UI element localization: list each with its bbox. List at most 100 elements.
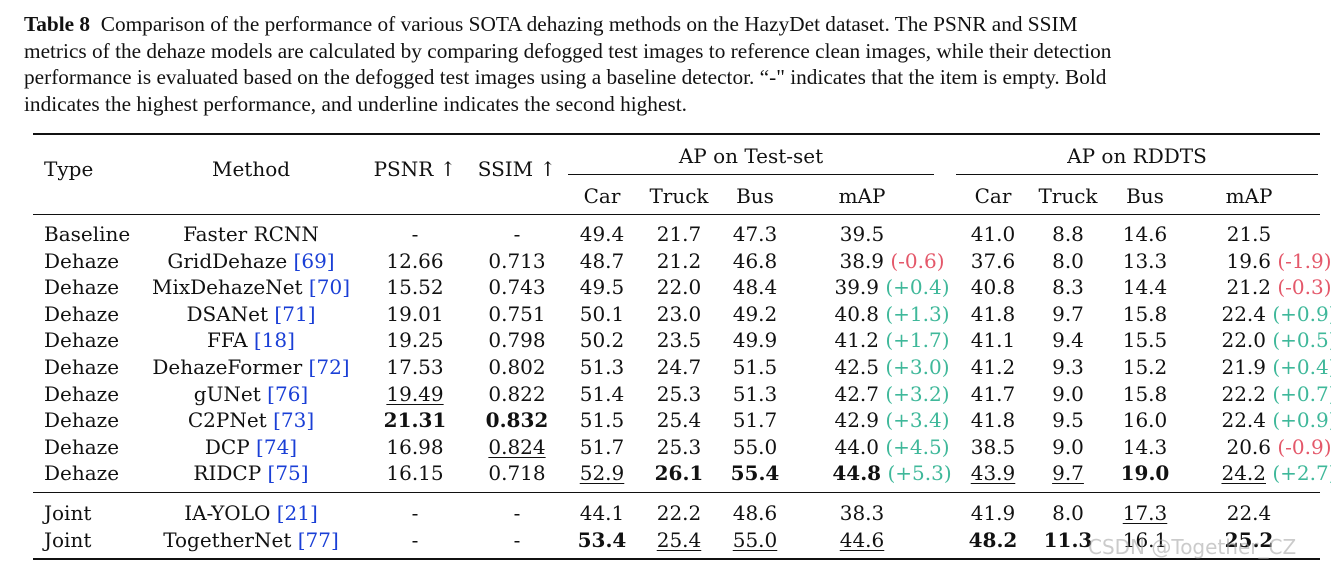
citation-link[interactable]: [21] (276, 501, 318, 525)
cell-value: 8.8 (1052, 222, 1084, 246)
table-cell: 51.5 (733, 355, 778, 379)
cell-method: FFA [18] (207, 328, 295, 352)
table-cell: 26.1 (655, 461, 704, 485)
table-cell: 48.2 (969, 528, 1018, 552)
citation-number: 70 (316, 275, 343, 299)
header-sub-bus-rddts: Bus (1126, 184, 1164, 208)
table-cell: 0.802 (488, 355, 545, 379)
table-cell: 25.4 (657, 528, 702, 552)
table-cell: 48.4 (733, 275, 778, 299)
citation-link[interactable]: [72] (308, 355, 350, 379)
table-cell: 8.0 (1052, 501, 1084, 525)
table-cell: 17.3 (1123, 501, 1168, 525)
table-cell: 40.8 (+1.3) (834, 302, 949, 326)
table-cell: - (412, 222, 419, 246)
table-cell: 11.3 (1044, 528, 1093, 552)
cell-value: 19.49 (386, 382, 444, 406)
citation-link[interactable]: [18] (253, 328, 295, 352)
citation-link[interactable]: [69] (293, 249, 335, 273)
table-cell: 16.0 (1123, 408, 1168, 432)
method-name: C2PNet (187, 408, 267, 432)
citation-link[interactable]: [70] (308, 275, 351, 299)
table-cell: 15.2 (1123, 355, 1168, 379)
citation-link[interactable]: [73] (273, 408, 315, 432)
table-cell: 24.2 (+2.7) (1221, 461, 1331, 485)
cell-value: 15.2 (1122, 355, 1168, 379)
citation-link[interactable]: [71] (274, 302, 316, 326)
table-cell: 22.4 (1227, 501, 1272, 525)
citation-number: 69 (301, 249, 327, 273)
citation-link[interactable]: [76] (267, 382, 309, 406)
group-rule (33, 492, 1320, 493)
cell-method: gUNet [76] (194, 382, 308, 406)
cell-value: 51.5 (732, 355, 778, 379)
citation-link[interactable]: [75] (267, 461, 309, 485)
cell-value: - (411, 528, 419, 552)
table-cell: 9.7 (1052, 302, 1084, 326)
table-cell: 47.3 (733, 222, 778, 246)
cell-value: 0.718 (488, 461, 546, 485)
method-name: MixDehazeNet (151, 275, 303, 299)
delta-positive: (+4.5) (885, 435, 950, 459)
cell-value: 43.9 (970, 461, 1016, 485)
citation-number: 72 (316, 355, 342, 379)
cell-value: 40.8 (970, 275, 1016, 299)
cell-value: 13.3 (1122, 249, 1168, 273)
cell-value: 41.9 (970, 501, 1016, 525)
citation-number: 18 (261, 328, 288, 352)
cell-value: 19.01 (386, 302, 444, 326)
cell-value: 17.3 (1122, 501, 1168, 525)
cell-method: MixDehazeNet [70] (152, 275, 350, 299)
table-cell: 17.53 (386, 355, 443, 379)
delta-positive: (+0.7) (1272, 382, 1331, 406)
table-cell: 9.0 (1052, 382, 1084, 406)
table-cell: 51.7 (580, 435, 625, 459)
cell-value: 22.2 (1221, 382, 1266, 406)
header-method: Method (211, 157, 291, 181)
cell-value: - (513, 501, 521, 525)
table-cell: 21.31 (384, 408, 447, 432)
cell-value: 8.3 (1052, 275, 1084, 299)
table-cell: 48.6 (733, 501, 778, 525)
cell-value: 16.1 (1122, 528, 1168, 552)
table-cell: 21.7 (657, 222, 702, 246)
table-cell: 21.2 (657, 249, 702, 273)
cell-value: 0.713 (488, 249, 546, 273)
cell-value: 52.9 (579, 461, 625, 485)
cell-value: 51.3 (732, 382, 778, 406)
method-name: TogetherNet (163, 528, 292, 552)
table-cell: 8.0 (1052, 249, 1084, 273)
table-cell: 0.718 (488, 461, 545, 485)
cell-value: 55.0 (732, 528, 778, 552)
method-name: IA-YOLO (184, 501, 271, 525)
table-caption: Table 8 Comparison of the performance of… (24, 11, 1331, 117)
cell-value: 9.5 (1052, 408, 1084, 432)
cell-type: Dehaze (44, 302, 120, 326)
top-rule (33, 133, 1320, 135)
table-cell: 22.4 (+0.9) (1221, 302, 1331, 326)
cell-value: 51.4 (579, 382, 625, 406)
caption-line-1: Table 8 Comparison of the performance of… (24, 11, 1331, 38)
cell-value: 53.4 (577, 528, 627, 552)
cell-value: 19.0 (1120, 461, 1170, 485)
cell-value: 9.7 (1052, 302, 1084, 326)
citation-link[interactable]: [74] (256, 435, 298, 459)
cell-method: GridDehaze [69] (167, 249, 334, 273)
header-sub-map-rddts: mAP (1225, 184, 1273, 208)
cell-value: 9.7 (1052, 461, 1084, 485)
delta-positive: (+0.4) (885, 275, 950, 299)
cell-value: 14.4 (1122, 275, 1168, 299)
citation-link[interactable]: [77] (297, 528, 339, 552)
method-name: GridDehaze (167, 249, 288, 273)
cell-value: 51.3 (579, 355, 625, 379)
header-sub-truck-test: Truck (649, 184, 709, 208)
cell-value: 25.3 (656, 382, 702, 406)
table-cell: 48.7 (580, 249, 625, 273)
method-name: FFA (207, 328, 248, 352)
table-cell: 42.9 (+3.4) (834, 408, 949, 432)
cell-value: 49.4 (579, 222, 625, 246)
cell-value: 15.52 (386, 275, 444, 299)
table-cell: 21.5 (1227, 222, 1272, 246)
table-cell: 51.7 (733, 408, 778, 432)
cell-method: C2PNet [73] (188, 408, 314, 432)
